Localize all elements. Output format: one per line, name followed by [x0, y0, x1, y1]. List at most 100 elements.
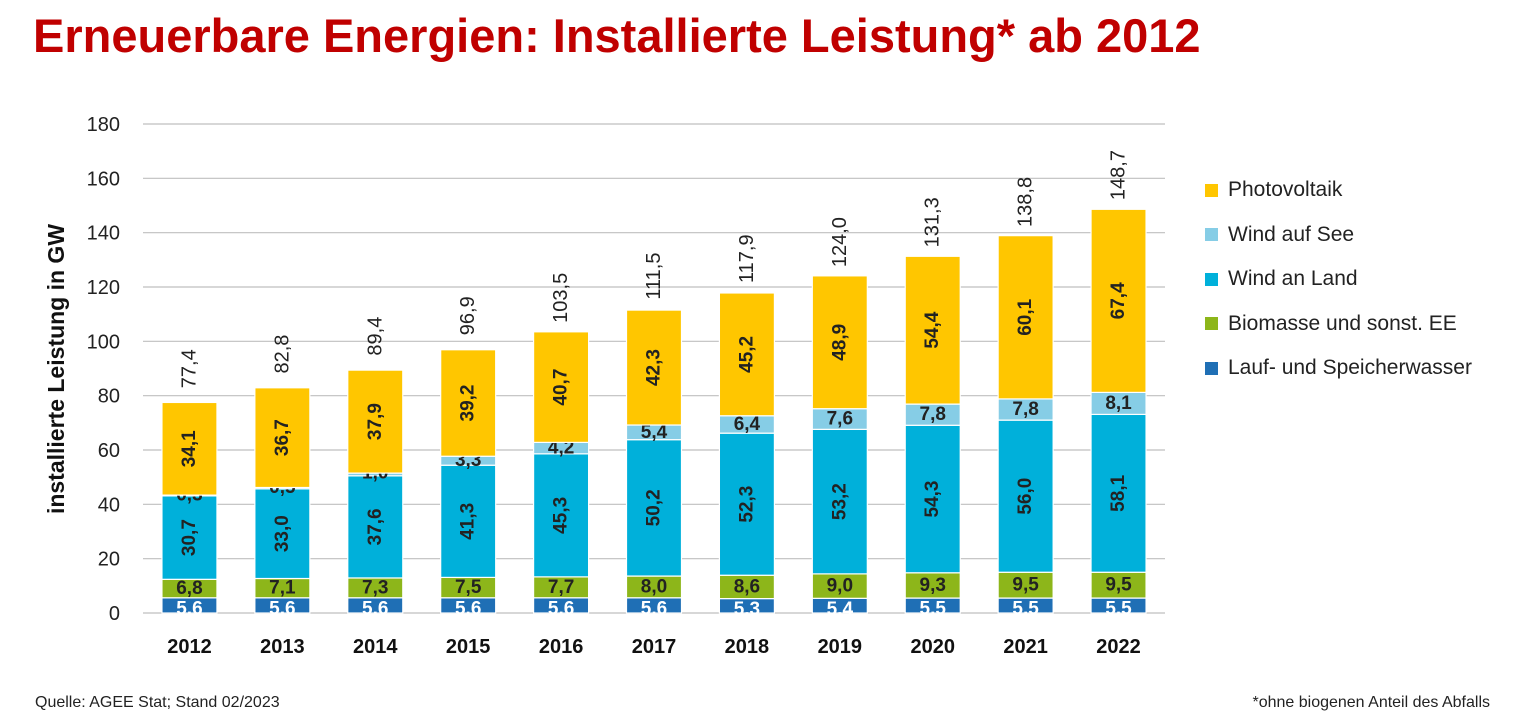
bar-segment	[718, 432, 776, 576]
x-tick-label: 2019	[818, 636, 863, 658]
data-label: 5,6	[455, 598, 481, 619]
data-label: 7,8	[920, 404, 946, 425]
data-label: 54,3	[922, 481, 943, 518]
data-label: 5,6	[362, 598, 388, 619]
bar-segment	[625, 309, 683, 426]
data-label: 30,7	[179, 519, 200, 556]
legend-item-biomasse[interactable]: Biomasse und sonst. EE	[1205, 302, 1472, 347]
bar-segment	[1090, 208, 1147, 394]
legend-swatch-biomasse	[1205, 317, 1218, 331]
data-label: 6,4	[734, 414, 761, 435]
total-label: 103,5	[550, 273, 572, 323]
total-label: 131,3	[922, 197, 944, 247]
legend-label-wind-an-land: Wind an Land	[1228, 267, 1358, 291]
y-tick-label: 100	[87, 331, 120, 353]
bar-segment	[811, 428, 868, 575]
legend-swatch-laufwasser	[1205, 361, 1218, 375]
data-label: 8,6	[734, 576, 760, 597]
y-axis-label: installierte Leistung in GW	[43, 224, 69, 514]
legend-label-laufwasser: Lauf- und Speicherwasser	[1228, 356, 1472, 380]
x-tick-label: 2017	[632, 636, 677, 658]
data-label: 41,3	[458, 503, 479, 540]
legend-item-laufwasser[interactable]: Lauf- und Speicherwasser	[1205, 346, 1472, 391]
legend-swatch-photovoltaik	[1205, 183, 1218, 197]
x-tick-label: 2016	[539, 636, 584, 658]
data-label: 5,6	[641, 598, 667, 619]
bar-segment	[440, 464, 497, 579]
x-tick-label: 2015	[446, 636, 491, 658]
x-tick-label: 2012	[167, 636, 212, 658]
bar-segment	[718, 292, 776, 417]
y-tick-label: 40	[98, 494, 120, 516]
data-label: 5,5	[920, 599, 947, 620]
x-tick-label: 2014	[353, 636, 398, 658]
data-label: 5,3	[734, 599, 760, 620]
bar-segment	[811, 573, 868, 599]
y-tick-label: 0	[109, 603, 120, 625]
total-label: 117,9	[736, 234, 758, 283]
bar-segment	[161, 495, 218, 580]
data-label: 54,4	[922, 311, 943, 348]
bar-segment	[1090, 413, 1147, 573]
legend-item-photovoltaik[interactable]: Photovoltaik	[1205, 168, 1472, 213]
data-label: 9,0	[827, 576, 853, 597]
data-label: 39,2	[458, 385, 479, 422]
y-tick-label: 20	[98, 549, 120, 571]
data-label: 34,1	[179, 430, 200, 467]
data-label: 9,3	[920, 575, 946, 596]
x-tick-label: 2018	[725, 636, 770, 658]
data-label: 40,7	[551, 369, 572, 406]
data-label: 5,4	[641, 422, 668, 443]
bar-segment	[811, 275, 868, 410]
data-label: 37,9	[365, 403, 386, 440]
total-label: 124,0	[829, 217, 851, 267]
legend-label-photovoltaik: Photovoltaik	[1228, 178, 1343, 202]
bar-segment	[347, 369, 404, 474]
bar-segment	[997, 235, 1054, 400]
legend-item-wind-auf-see[interactable]: Wind auf See	[1205, 213, 1472, 258]
data-label: 37,6	[365, 508, 386, 545]
total-label: 77,4	[178, 349, 200, 388]
data-label: 5,6	[176, 598, 202, 619]
data-label: 7,3	[362, 577, 388, 598]
data-label: 7,5	[455, 577, 482, 598]
chart-title: Erneuerbare Energien: Installierte Leist…	[33, 9, 1201, 62]
data-label: 48,9	[829, 324, 850, 361]
data-label: 8,0	[641, 576, 667, 597]
data-label: 6,8	[176, 578, 202, 599]
total-label: 89,4	[364, 317, 386, 356]
data-label: 33,0	[272, 515, 293, 552]
source-note: Quelle: AGEE Stat; Stand 02/2023	[35, 694, 280, 711]
data-label: 52,3	[736, 486, 757, 523]
bar-segment	[997, 571, 1054, 599]
data-label: 58,1	[1108, 474, 1129, 511]
x-tick-label: 2021	[1003, 636, 1048, 658]
legend-swatch-wind-an-land	[1205, 272, 1218, 286]
x-tick-label: 2022	[1096, 636, 1141, 658]
data-label: 67,4	[1108, 282, 1129, 319]
data-label: 36,7	[272, 419, 293, 456]
y-tick-label: 180	[87, 114, 120, 136]
data-label: 7,8	[1012, 399, 1038, 420]
x-tick-label: 2020	[910, 636, 955, 658]
data-label: 50,2	[644, 489, 665, 526]
footnote: *ohne biogenen Anteil des Abfalls	[1252, 694, 1490, 711]
bar-segment	[625, 439, 683, 577]
data-label: 9,5	[1105, 575, 1132, 596]
chart-legend: Photovoltaik Wind auf See Wind an Land B…	[1205, 168, 1472, 391]
bar-segment	[254, 387, 311, 489]
bar-segment	[997, 419, 1054, 573]
y-tick-label: 60	[98, 440, 120, 462]
legend-item-wind-an-land[interactable]: Wind an Land	[1205, 257, 1472, 302]
data-label: 7,6	[827, 409, 853, 430]
data-label: 5,5	[1012, 599, 1039, 620]
data-label: 5,5	[1105, 599, 1132, 620]
data-label: 56,0	[1015, 478, 1036, 515]
total-label: 138,8	[1015, 177, 1037, 227]
bar-segment	[532, 331, 590, 443]
x-tick-label: 2013	[260, 636, 305, 658]
bar-segment	[440, 349, 497, 457]
y-tick-label: 120	[87, 277, 120, 299]
data-label: 7,7	[548, 577, 574, 598]
